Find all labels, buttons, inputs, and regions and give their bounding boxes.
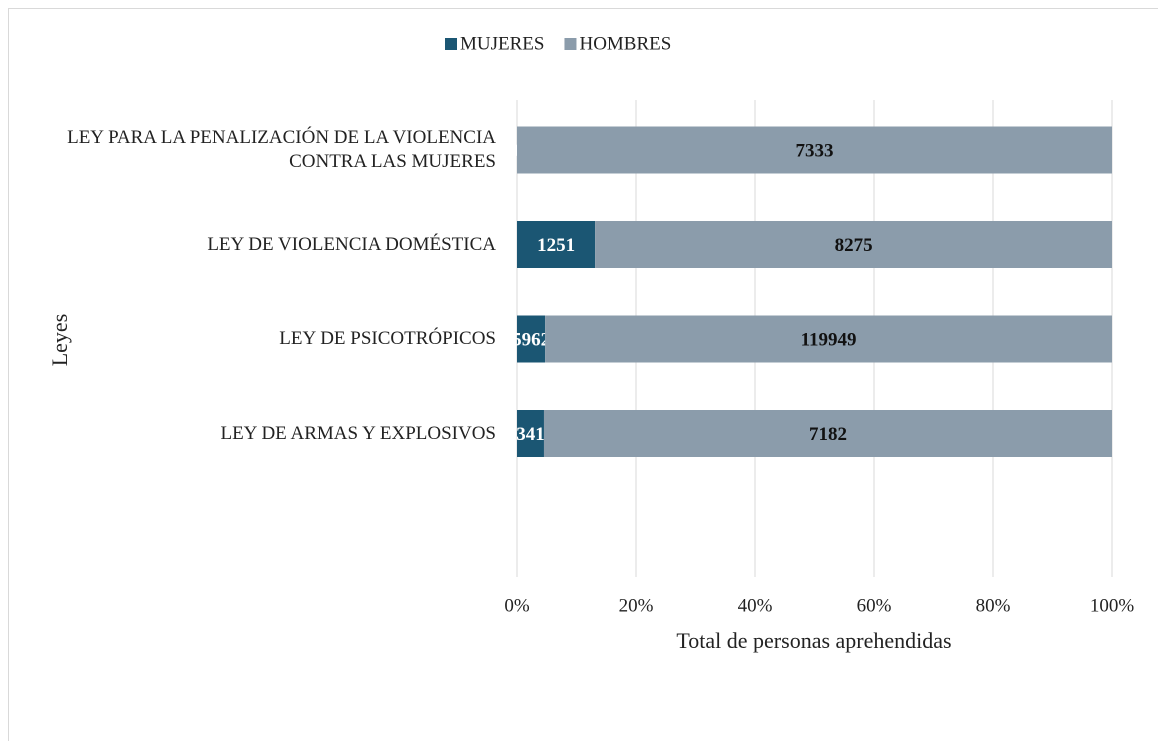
x-tick-label: 20%: [619, 595, 654, 616]
chart-border: [8, 8, 1158, 741]
y-tick-label: LEY DE PSICOTRÓPICOS: [279, 328, 496, 349]
x-tick-label: 100%: [1090, 595, 1135, 616]
data-label: 1251: [537, 235, 575, 256]
bar-segment: [543, 410, 1112, 457]
x-tick-label: 60%: [857, 595, 892, 616]
data-label: 8275: [835, 235, 873, 256]
x-axis-title: Total de personas aprehendidas: [676, 628, 951, 653]
bar-segment: [517, 410, 544, 457]
x-tick-label: 40%: [738, 595, 773, 616]
bar-segment: [517, 126, 1112, 174]
bar-segment: [517, 315, 546, 363]
legend-label: MUJERES: [460, 33, 544, 54]
legend-swatch: [564, 38, 577, 50]
data-label: 7333: [796, 140, 834, 161]
bar-segment: [545, 315, 1112, 363]
bar-segment: [517, 221, 596, 268]
y-tick-label: LEY DE VIOLENCIA DOMÉSTICA: [207, 233, 496, 255]
y-axis-title: Leyes: [47, 314, 72, 367]
y-tick-label: LEY DE ARMAS Y EXPLOSIVOS: [220, 422, 496, 444]
bar-segment: [595, 221, 1112, 268]
legend-swatch: [445, 38, 457, 50]
data-label: 119949: [801, 329, 857, 350]
legend-label: HOMBRES: [579, 33, 671, 54]
data-label: 341: [516, 424, 545, 445]
x-tick-label: 80%: [976, 595, 1011, 616]
x-tick-label: 0%: [504, 595, 530, 616]
y-tick-label: LEY PARA LA PENALIZACIÓN DE LA VIOLENCIA…: [67, 127, 496, 172]
data-label: 5962: [512, 329, 550, 350]
data-label: 7182: [809, 424, 847, 445]
